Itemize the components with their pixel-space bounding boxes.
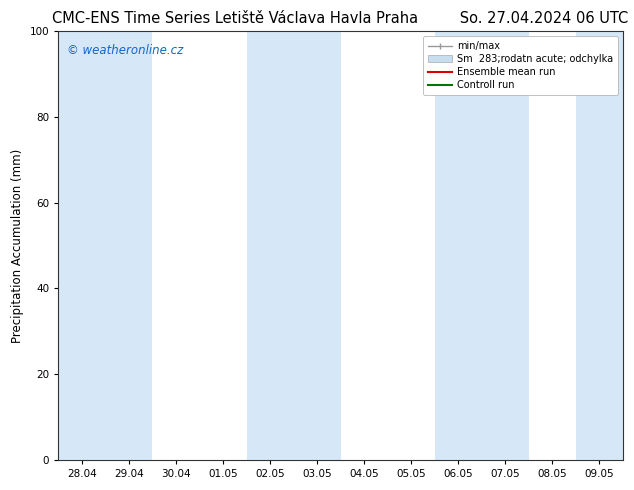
Bar: [435, 31, 482, 460]
Title: CMC-ENS Time Series Letiště Václava Havla Praha         So. 27.04.2024 06 UTC: CMC-ENS Time Series Letiště Václava Havl…: [53, 11, 629, 26]
Bar: [247, 31, 294, 460]
Bar: [58, 31, 105, 460]
Text: © weatheronline.cz: © weatheronline.cz: [67, 44, 183, 57]
Y-axis label: Precipitation Accumulation (mm): Precipitation Accumulation (mm): [11, 148, 24, 343]
Legend: min/max, Sm  283;rodatn acute; odchylka, Ensemble mean run, Controll run: min/max, Sm 283;rodatn acute; odchylka, …: [423, 36, 618, 95]
Bar: [482, 31, 529, 460]
Bar: [294, 31, 340, 460]
Bar: [105, 31, 152, 460]
Bar: [576, 31, 623, 460]
